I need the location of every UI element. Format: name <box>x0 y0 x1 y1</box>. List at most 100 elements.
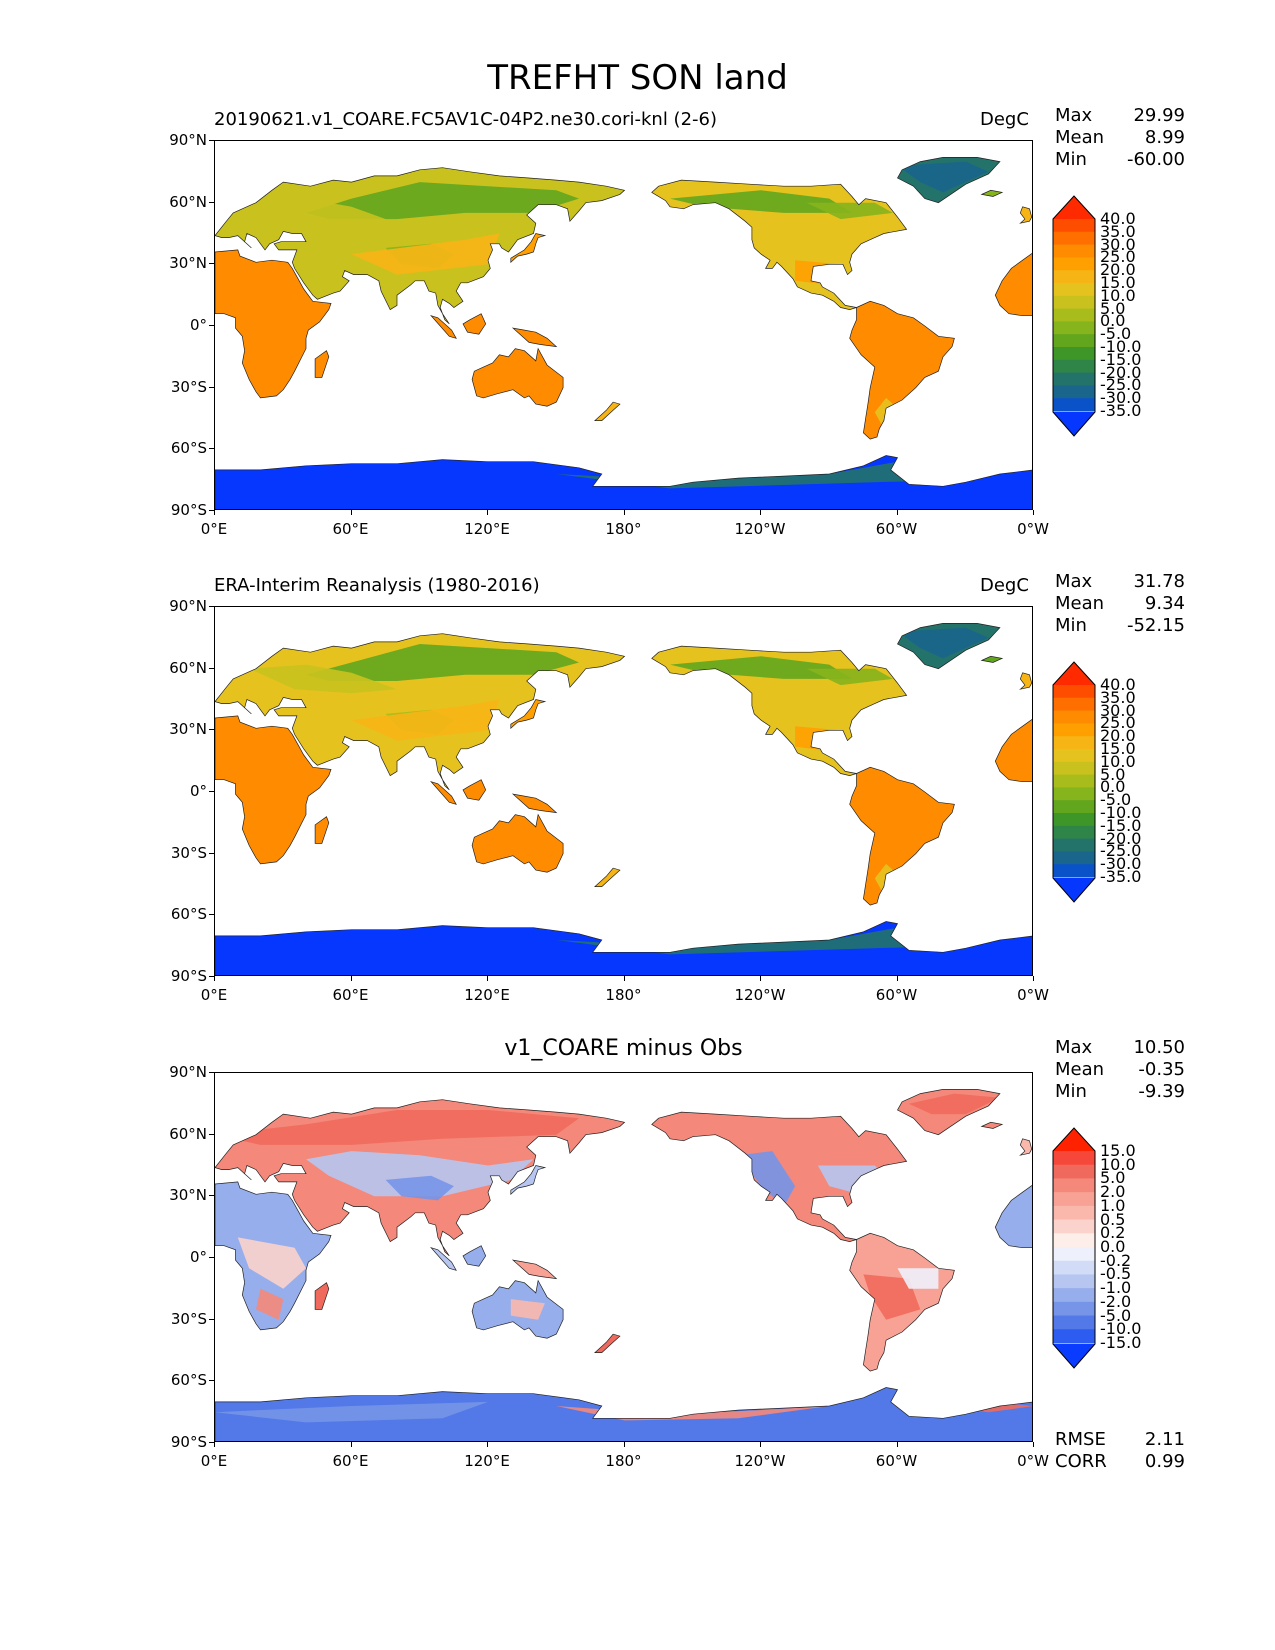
coastline-eurasia <box>215 633 626 791</box>
land-uk <box>1020 672 1032 690</box>
colorbar-tick-label: 5.0 <box>1100 298 1126 318</box>
colorbar-tick-label: -5.0 <box>1100 790 1132 810</box>
field-patch <box>510 1299 545 1320</box>
land-japan <box>510 699 545 729</box>
colorbar-extend-min <box>1053 412 1095 436</box>
colorbar-tick-label: -10.0 <box>1100 337 1142 356</box>
lat-tick-label: 30°N <box>169 720 207 739</box>
coastline-newguinea <box>511 327 558 348</box>
lon-tick-label: 180° <box>605 520 642 538</box>
colorbar-swatch <box>1053 723 1095 737</box>
stats-block: Max 29.99 Mean 8.99 Min -60.00 <box>1055 105 1185 171</box>
field-patch <box>215 1110 579 1145</box>
stat-value: 0.99 <box>1144 1451 1185 1472</box>
lon-tick-label: 0°E <box>200 986 228 1004</box>
land-iceland <box>981 190 1003 197</box>
field-patch <box>306 1151 534 1197</box>
colorbar-tick-label: 40.0 <box>1100 675 1136 694</box>
coastline-iceland <box>980 189 1004 197</box>
map-svg <box>215 157 1032 509</box>
stat-row: Min -52.15 <box>1055 615 1185 637</box>
field-patch <box>863 1274 921 1320</box>
lat-tick <box>209 1072 214 1073</box>
field-patch <box>237 1237 306 1289</box>
colorbar-tick-label: -15.0 <box>1100 815 1142 835</box>
lat-tick-label: 60°N <box>169 658 207 677</box>
colorbar-tick-label: 30.0 <box>1100 700 1136 720</box>
lat-tick <box>209 606 214 607</box>
coastline-antarctica <box>215 1387 1032 1441</box>
colorbar-swatch <box>1053 710 1095 724</box>
land-newguinea <box>513 328 557 347</box>
lon-tick <box>623 510 625 515</box>
lon-tick-label: 120°E <box>464 520 510 538</box>
colorbar-tick-label: 0.5 <box>1100 1209 1126 1229</box>
colorbar-tick-label: -15.0 <box>1100 349 1142 369</box>
lon-tick <box>487 976 488 981</box>
colorbar-tick-label: -2.0 <box>1100 1291 1132 1311</box>
colorbar-tick-label: 15.0 <box>1100 1141 1136 1160</box>
colorbar-tick-label: 10.0 <box>1100 1154 1136 1174</box>
colorbar-swatch <box>1053 697 1095 712</box>
lon-tick-label: 60°W <box>875 520 918 538</box>
colorbar-swatch <box>1053 1247 1095 1262</box>
colorbar-tick-label: -30.0 <box>1100 388 1142 408</box>
lat-tick <box>209 791 214 792</box>
colorbar <box>1052 195 1096 437</box>
lon-tick <box>623 1442 625 1447</box>
figure-title: TREFHT SON land <box>487 58 788 98</box>
lon-tick-label: 0°E <box>200 1452 228 1470</box>
lon-tick <box>350 976 352 981</box>
land-antarctica <box>215 1387 1032 1441</box>
colorbar-tick-label: 20.0 <box>1100 260 1136 280</box>
colorbar-tick-label: -5.0 <box>1100 1305 1132 1325</box>
field-patch <box>306 644 579 681</box>
lat-tick <box>209 325 214 326</box>
stat-label: Max <box>1055 105 1093 126</box>
lon-tick-label: 120°E <box>464 1452 510 1470</box>
colorbar-swatch <box>1053 1164 1095 1179</box>
coastline-africa <box>215 249 332 399</box>
colorbar-tick-label: 1.0 <box>1100 1195 1126 1215</box>
colorbar-tick-label: 0.2 <box>1100 1223 1126 1243</box>
lon-tick-label: 0°W <box>1017 986 1049 1004</box>
stat-value: 31.78 <box>1133 571 1185 592</box>
panel-3: v1_COARE minus Obs 90°N 60°N 30°N 0° 30°S 60°S… <box>0 0 1275 1472</box>
lon-tick-label: 120°E <box>464 986 510 1004</box>
colorbar-tick-label: 15.0 <box>1100 273 1136 292</box>
lat-tick-label: 30°S <box>170 377 207 396</box>
colorbar-tick-label: 35.0 <box>1100 687 1136 707</box>
colorbar-swatch <box>1053 1329 1095 1344</box>
colorbar-swatch <box>1053 359 1095 374</box>
lat-tick <box>209 976 214 977</box>
map-frame <box>214 1072 1033 1442</box>
colorbar-swatch <box>1053 1233 1095 1248</box>
land-antarctica <box>215 921 1032 975</box>
land-newzealand <box>594 1334 620 1353</box>
field-patch <box>772 223 887 244</box>
land-sumatra <box>431 781 457 805</box>
stat-row: Mean 9.34 <box>1055 593 1185 615</box>
colorbar-swatch <box>1053 347 1095 361</box>
lat-tick <box>209 510 214 511</box>
colorbar <box>1052 661 1096 903</box>
colorbar-tick-label: -0.5 <box>1100 1264 1132 1284</box>
colorbar-tick-label: 25.0 <box>1100 713 1136 733</box>
colorbar-tick-label: -20.0 <box>1100 362 1142 382</box>
lon-tick <box>214 1442 215 1447</box>
lon-tick <box>1033 1442 1034 1447</box>
colorbar-tick-label: 25.0 <box>1100 247 1136 267</box>
land-madagascar <box>315 816 329 844</box>
field-patch <box>806 202 893 220</box>
lon-tick-label: 180° <box>605 1452 642 1470</box>
lat-tick-label: 60°S <box>170 905 207 924</box>
lat-tick-label: 0° <box>189 316 207 334</box>
stat-value: 8.99 <box>1144 127 1185 148</box>
colorbar-tick-label: -25.0 <box>1100 841 1142 861</box>
lon-tick <box>760 1442 761 1447</box>
lat-tick-label: 90°N <box>169 1063 207 1081</box>
stat-value: 29.99 <box>1133 105 1185 126</box>
field-patch <box>351 699 500 741</box>
panel-units-label: DegC <box>980 109 1029 130</box>
coastline-southamerica <box>849 300 955 440</box>
